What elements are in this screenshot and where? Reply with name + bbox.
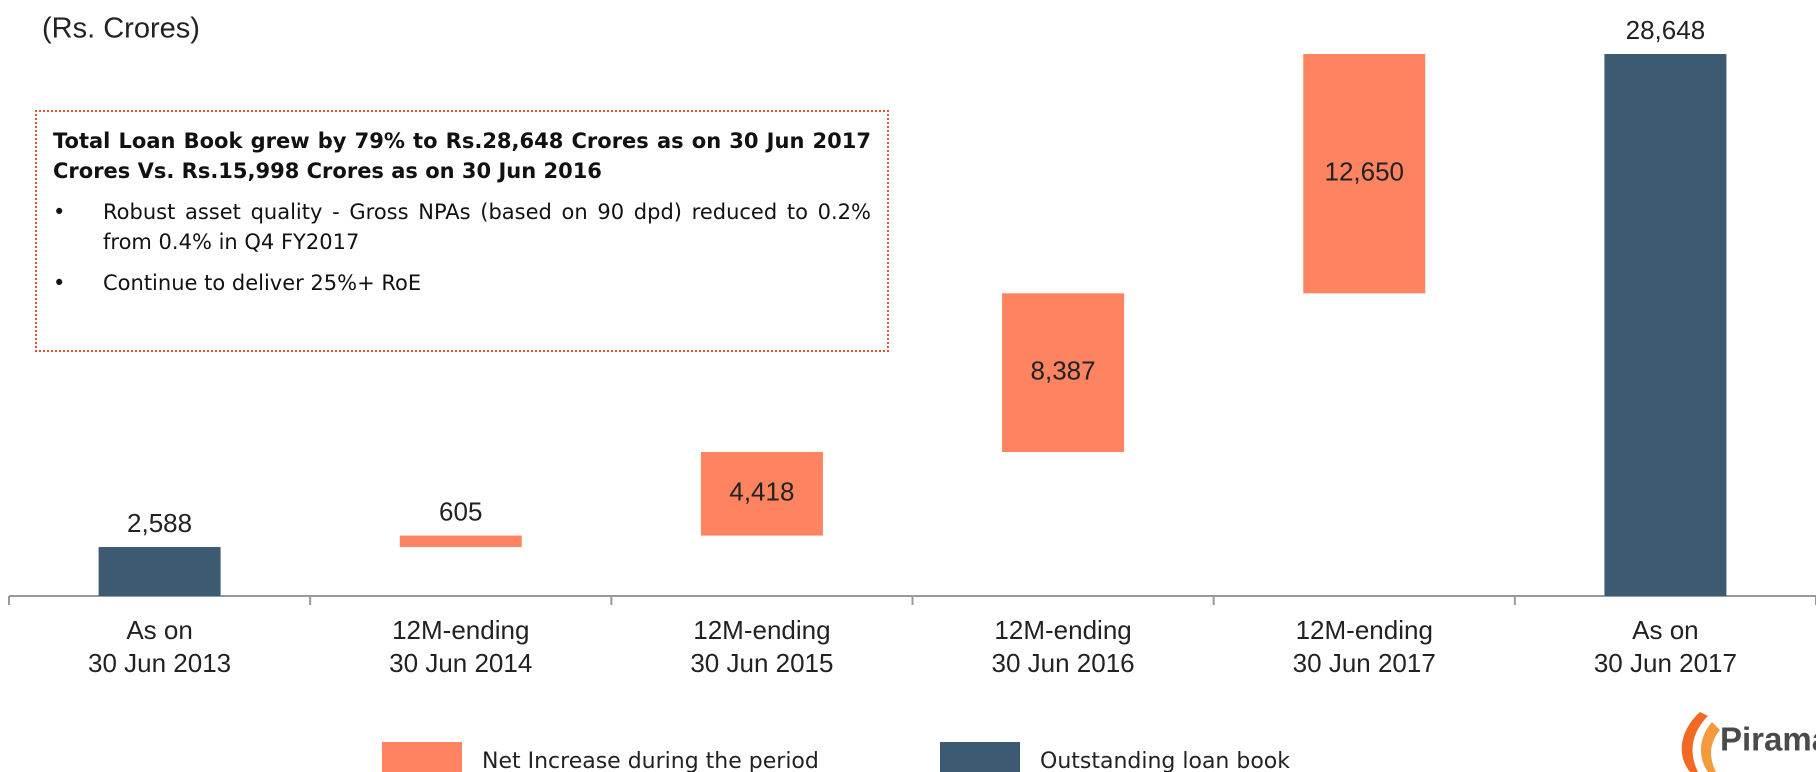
annotation-list: Robust asset quality - Gross NPAs (based… — [53, 197, 871, 299]
logo-text: Pirama — [1720, 721, 1816, 758]
x-tick-label: 12M-ending — [693, 615, 830, 645]
x-tick-label: 30 Jun 2016 — [992, 648, 1135, 678]
subtitle: (Rs. Crores) — [42, 13, 200, 45]
bar — [399, 535, 522, 548]
value-label: 605 — [439, 496, 482, 526]
annotation-bullet: Continue to deliver 25%+ RoE — [53, 268, 871, 299]
legend-label: Net Increase during the period — [482, 749, 819, 772]
x-tick-label: 30 Jun 2013 — [88, 648, 231, 678]
value-label: 12,650 — [1324, 157, 1404, 187]
x-tick-label: 30 Jun 2017 — [1594, 648, 1737, 678]
value-label: 4,418 — [729, 477, 794, 507]
x-tick-label: 12M-ending — [392, 615, 529, 645]
bar — [98, 547, 221, 596]
logo: Pirama — [1681, 712, 1816, 772]
x-tick-label: 12M-ending — [1296, 615, 1433, 645]
x-tick-label: As on — [1632, 615, 1699, 645]
x-tick-label: 30 Jun 2017 — [1293, 648, 1436, 678]
logo-icon — [1700, 722, 1720, 772]
legend-swatch — [940, 742, 1020, 772]
value-label: 28,648 — [1626, 15, 1706, 45]
annotation-bullet: Robust asset quality - Gross NPAs (based… — [53, 197, 871, 258]
value-label: 8,387 — [1031, 356, 1096, 386]
bar — [1604, 54, 1727, 596]
bar — [1303, 54, 1426, 294]
annotation-box: Total Loan Book grew by 79% to Rs.28,648… — [35, 110, 889, 352]
x-tick-label: 30 Jun 2015 — [690, 648, 833, 678]
x-tick-label: As on — [126, 615, 193, 645]
logo-icon — [1681, 712, 1708, 772]
bar — [1002, 293, 1125, 453]
annotation-heading: Total Loan Book grew by 79% to Rs.28,648… — [53, 129, 871, 184]
legend-swatch — [382, 742, 462, 772]
x-tick-label: 12M-ending — [994, 615, 1131, 645]
legend-label: Outstanding loan book — [1040, 749, 1290, 772]
x-tick-label: 30 Jun 2014 — [389, 648, 532, 678]
bar — [700, 452, 823, 536]
value-label: 2,588 — [127, 508, 192, 538]
